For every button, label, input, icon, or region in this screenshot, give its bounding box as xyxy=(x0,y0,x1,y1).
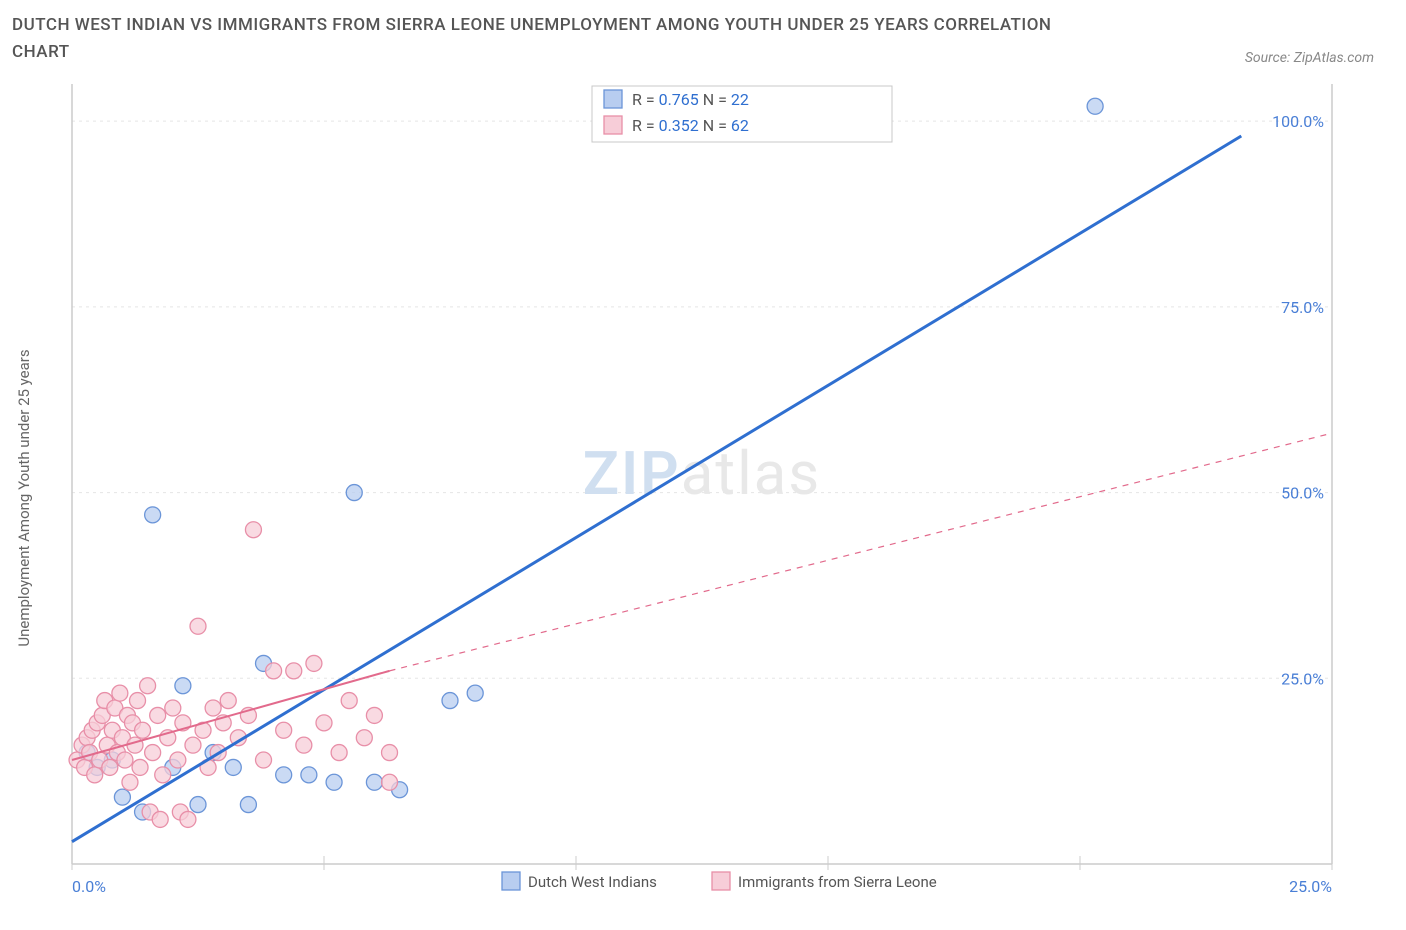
svg-text:Dutch West Indians: Dutch West Indians xyxy=(528,873,657,891)
svg-text:0.0%: 0.0% xyxy=(72,877,106,896)
svg-text:25.0%: 25.0% xyxy=(1289,877,1332,896)
svg-text:100.0%: 100.0% xyxy=(1272,113,1324,132)
svg-text:ZIPatlas: ZIPatlas xyxy=(583,438,822,509)
svg-text:25.0%: 25.0% xyxy=(1281,670,1324,689)
svg-text:R = 0.352 N = 62: R = 0.352 N = 62 xyxy=(632,116,749,135)
correlation-chart: ZIPatlas 25.0% 50.0% 75.0% 100.0% 0.0% 25.0% R … xyxy=(12,74,1352,904)
svg-text:Immigrants from Sierra Leone: Immigrants from Sierra Leone xyxy=(738,873,937,891)
y-axis-label: Unemployment Among Youth under 25 years xyxy=(15,350,33,647)
svg-text:R = 0.765 N = 22: R = 0.765 N = 22 xyxy=(632,90,749,109)
chart-title: DUTCH WEST INDIAN VS IMMIGRANTS FROM SIE… xyxy=(12,12,1112,66)
svg-text:50.0%: 50.0% xyxy=(1281,484,1324,503)
svg-text:75.0%: 75.0% xyxy=(1281,298,1324,317)
source-label: Source: ZipAtlas.com xyxy=(1245,50,1394,66)
